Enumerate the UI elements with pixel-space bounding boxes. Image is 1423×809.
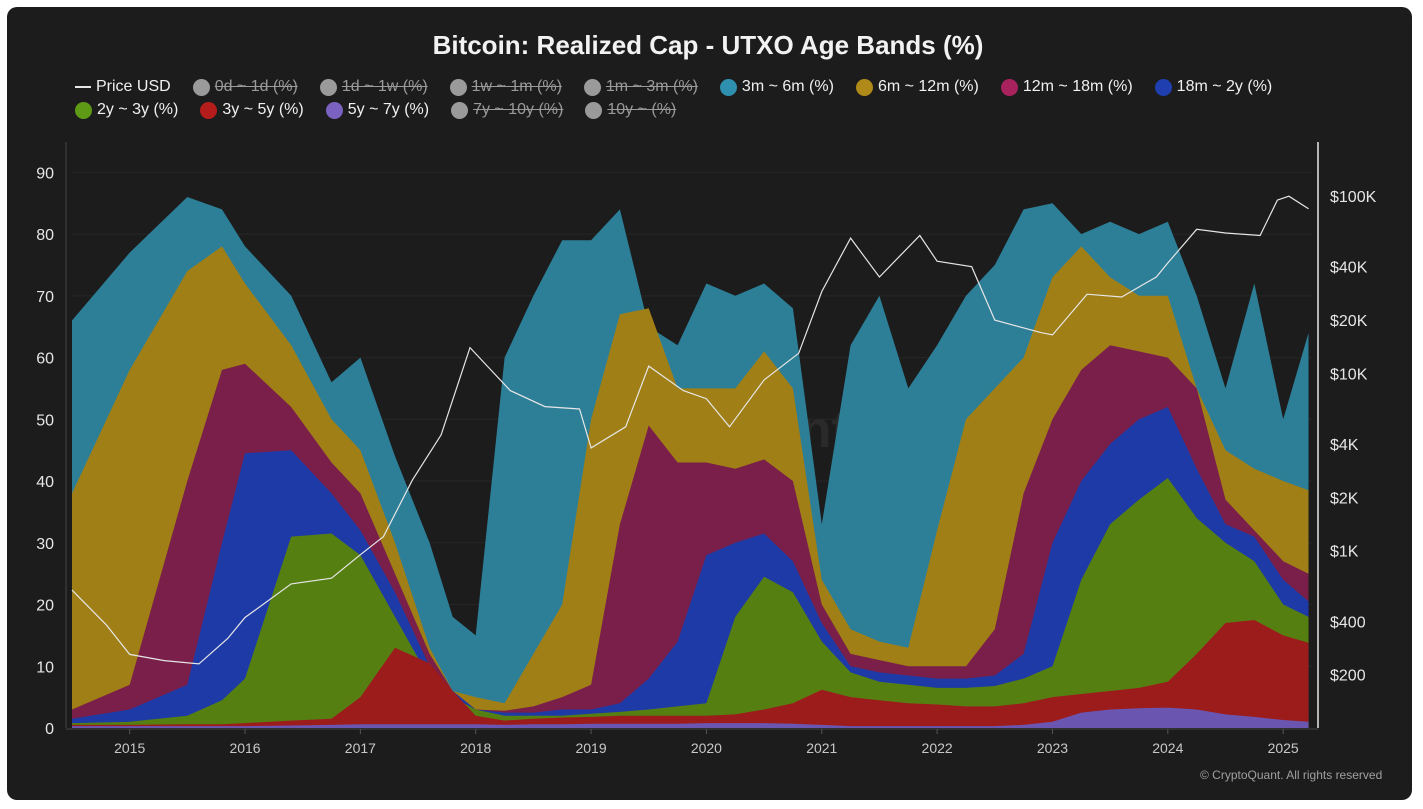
legend-label: 7y ~ 10y (%) <box>473 101 564 118</box>
y-right-tick-label: $200 <box>1330 668 1366 685</box>
legend-label: 12m ~ 18m (%) <box>1022 78 1133 95</box>
legend-row-1: Price USD 0d ~ 1d (%) 1d ~ 1w (%) 1w ~ 1m (… <box>75 78 1294 96</box>
y-right-tick-label: $2K <box>1330 490 1359 507</box>
legend-item[interactable]: 6m ~ 12m (%) <box>855 78 979 96</box>
x-tick-label: 2019 <box>575 740 606 756</box>
legend-item[interactable]: 1d ~ 1w (%) <box>319 78 428 96</box>
y-left-tick-label: 0 <box>45 721 54 738</box>
legend-label: Price USD <box>96 78 171 95</box>
legend-dot-marker <box>319 78 337 96</box>
legend-label: 1m ~ 3m (%) <box>605 78 698 95</box>
legend-dot-marker <box>1000 78 1018 96</box>
legend-dot-marker <box>855 78 873 96</box>
legend-item[interactable]: 1w ~ 1m (%) <box>449 78 562 96</box>
legend-dot-marker <box>75 101 92 119</box>
x-tick-label: 2020 <box>691 740 722 756</box>
legend-item[interactable]: 3m ~ 6m (%) <box>719 78 834 96</box>
y-left-tick-label: 60 <box>36 351 54 368</box>
area-series <box>72 620 1309 728</box>
y-right-tick-label: $400 <box>1330 614 1366 631</box>
legend-item[interactable]: 5y ~ 7y (%) <box>325 101 430 119</box>
price-line <box>71 195 1309 665</box>
y-left-tick-label: 50 <box>36 412 54 429</box>
y-left-tick-label: 80 <box>36 227 54 244</box>
y-left-tick-label: 30 <box>36 536 54 553</box>
x-tick-label: 2024 <box>1152 740 1183 756</box>
legend-label: 18m ~ 2y (%) <box>1176 78 1273 95</box>
legend-item[interactable]: 2y ~ 3y (%) <box>75 101 178 119</box>
chart-title: Bitcoin: Realized Cap - UTXO Age Bands (… <box>432 30 984 60</box>
legend-dot-marker <box>1154 78 1172 96</box>
legend-item[interactable]: 12m ~ 18m (%) <box>1000 78 1133 96</box>
legend-label: 0d ~ 1d (%) <box>214 78 298 95</box>
legend-item[interactable]: 18m ~ 2y (%) <box>1154 78 1273 96</box>
y-right-tick-label: $40K <box>1330 260 1368 277</box>
legend-label: 10y ~ (%) <box>607 101 677 118</box>
y-right-tick-label: $20K <box>1330 313 1368 330</box>
y-left-tick-label: 10 <box>36 659 54 676</box>
y-left-tick-label: 40 <box>36 474 54 491</box>
x-tick-label: 2025 <box>1268 740 1299 756</box>
x-tick-label: 2023 <box>1037 740 1068 756</box>
legend-label: 5y ~ 7y (%) <box>347 101 430 118</box>
area-series <box>72 707 1309 728</box>
legend-label: 3y ~ 5y (%) <box>222 101 304 118</box>
credit-text: © CryptoQuant. All rights reserved <box>1200 768 1383 782</box>
x-tick-label: 2022 <box>922 740 953 756</box>
y-left-tick-label: 90 <box>36 165 54 182</box>
legend-row-2: 2y ~ 3y (%) 3y ~ 5y (%) 5y ~ 7y (%) 7y ~ 10… <box>75 101 698 119</box>
legend-dot-marker <box>200 101 218 119</box>
y-left-tick-label: 20 <box>36 598 54 615</box>
legend-item[interactable]: 1m ~ 3m (%) <box>583 78 698 96</box>
x-tick-label: 2018 <box>460 740 491 756</box>
x-tick-label: 2017 <box>345 740 376 756</box>
legend-item[interactable]: 0d ~ 1d (%) <box>192 78 298 96</box>
legend-dot-marker <box>325 101 343 119</box>
legend-label: 2y ~ 3y (%) <box>97 101 179 118</box>
y-right-tick-label: $100K <box>1330 189 1377 206</box>
legend-dot-marker <box>192 78 210 96</box>
legend-item[interactable]: 3y ~ 5y (%) <box>200 101 304 119</box>
area-series <box>72 478 1309 728</box>
legend-item[interactable]: Price USD <box>75 78 171 96</box>
legend-dot-marker <box>449 78 467 96</box>
legend-label: 6m ~ 12m (%) <box>877 78 979 95</box>
y-right-tick-label: $1K <box>1330 544 1359 561</box>
legend-line-marker <box>75 86 91 88</box>
x-tick-label: 2016 <box>229 740 260 756</box>
y-left-tick-label: 70 <box>36 289 54 306</box>
y-right-tick-label: $10K <box>1330 366 1368 383</box>
legend-item[interactable]: 10y ~ (%) <box>585 101 676 119</box>
legend-label: 1w ~ 1m (%) <box>471 78 562 95</box>
legend-dot-marker <box>585 101 603 119</box>
legend-dot-marker <box>583 78 601 96</box>
x-tick-label: 2021 <box>806 740 837 756</box>
legend-dot-marker <box>719 78 737 96</box>
legend-label: 1d ~ 1w (%) <box>341 78 428 95</box>
legend-label: 3m ~ 6m (%) <box>741 78 834 95</box>
y-right-tick-label: $4K <box>1330 437 1359 454</box>
legend-item[interactable]: 7y ~ 10y (%) <box>451 101 563 119</box>
x-tick-label: 2015 <box>114 740 145 756</box>
legend-dot-marker <box>451 101 469 119</box>
